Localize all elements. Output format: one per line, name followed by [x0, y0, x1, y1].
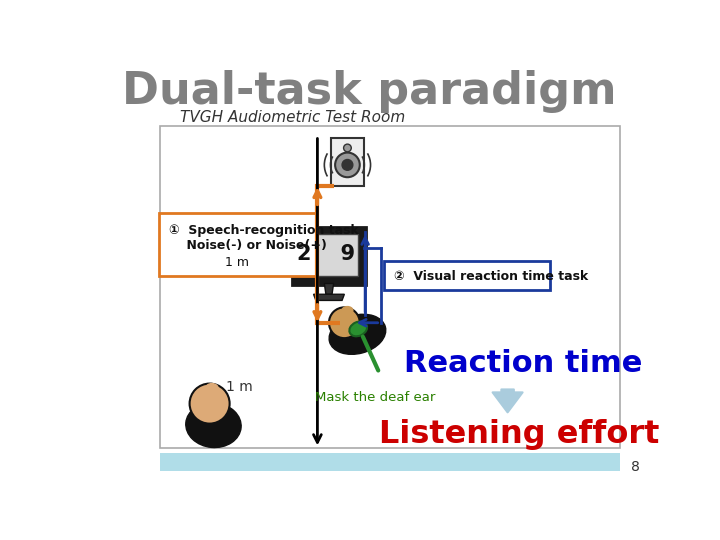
FancyBboxPatch shape: [300, 234, 359, 276]
Ellipse shape: [349, 321, 367, 336]
Polygon shape: [324, 284, 333, 294]
FancyBboxPatch shape: [160, 453, 620, 471]
Text: Noise(-) or Noise(+): Noise(-) or Noise(+): [168, 239, 327, 252]
FancyBboxPatch shape: [160, 126, 620, 448]
Circle shape: [335, 153, 360, 177]
Circle shape: [329, 307, 360, 338]
Text: Listening effort: Listening effort: [379, 419, 660, 450]
Text: Mask the deaf ear: Mask the deaf ear: [315, 391, 436, 404]
FancyBboxPatch shape: [384, 261, 550, 291]
Text: 2    9: 2 9: [297, 244, 355, 264]
Circle shape: [189, 383, 230, 423]
Polygon shape: [314, 294, 344, 300]
Ellipse shape: [342, 307, 353, 314]
Text: ①  Speech-recognition task: ① Speech-recognition task: [168, 224, 359, 237]
Circle shape: [342, 159, 353, 170]
Ellipse shape: [186, 403, 241, 448]
FancyBboxPatch shape: [292, 226, 366, 285]
Circle shape: [343, 144, 351, 152]
FancyBboxPatch shape: [159, 213, 318, 276]
Text: TVGH Audiometric Test Room: TVGH Audiometric Test Room: [180, 110, 405, 125]
Text: Reaction time: Reaction time: [404, 349, 642, 378]
Ellipse shape: [206, 383, 218, 393]
Text: 1 m: 1 m: [226, 380, 253, 394]
Text: Dual-task paradigm: Dual-task paradigm: [122, 70, 616, 113]
Ellipse shape: [329, 314, 386, 354]
Text: ②  Visual reaction time task: ② Visual reaction time task: [394, 270, 588, 283]
Text: 1 m: 1 m: [168, 256, 249, 269]
Text: 8: 8: [631, 461, 640, 475]
FancyBboxPatch shape: [331, 138, 364, 186]
